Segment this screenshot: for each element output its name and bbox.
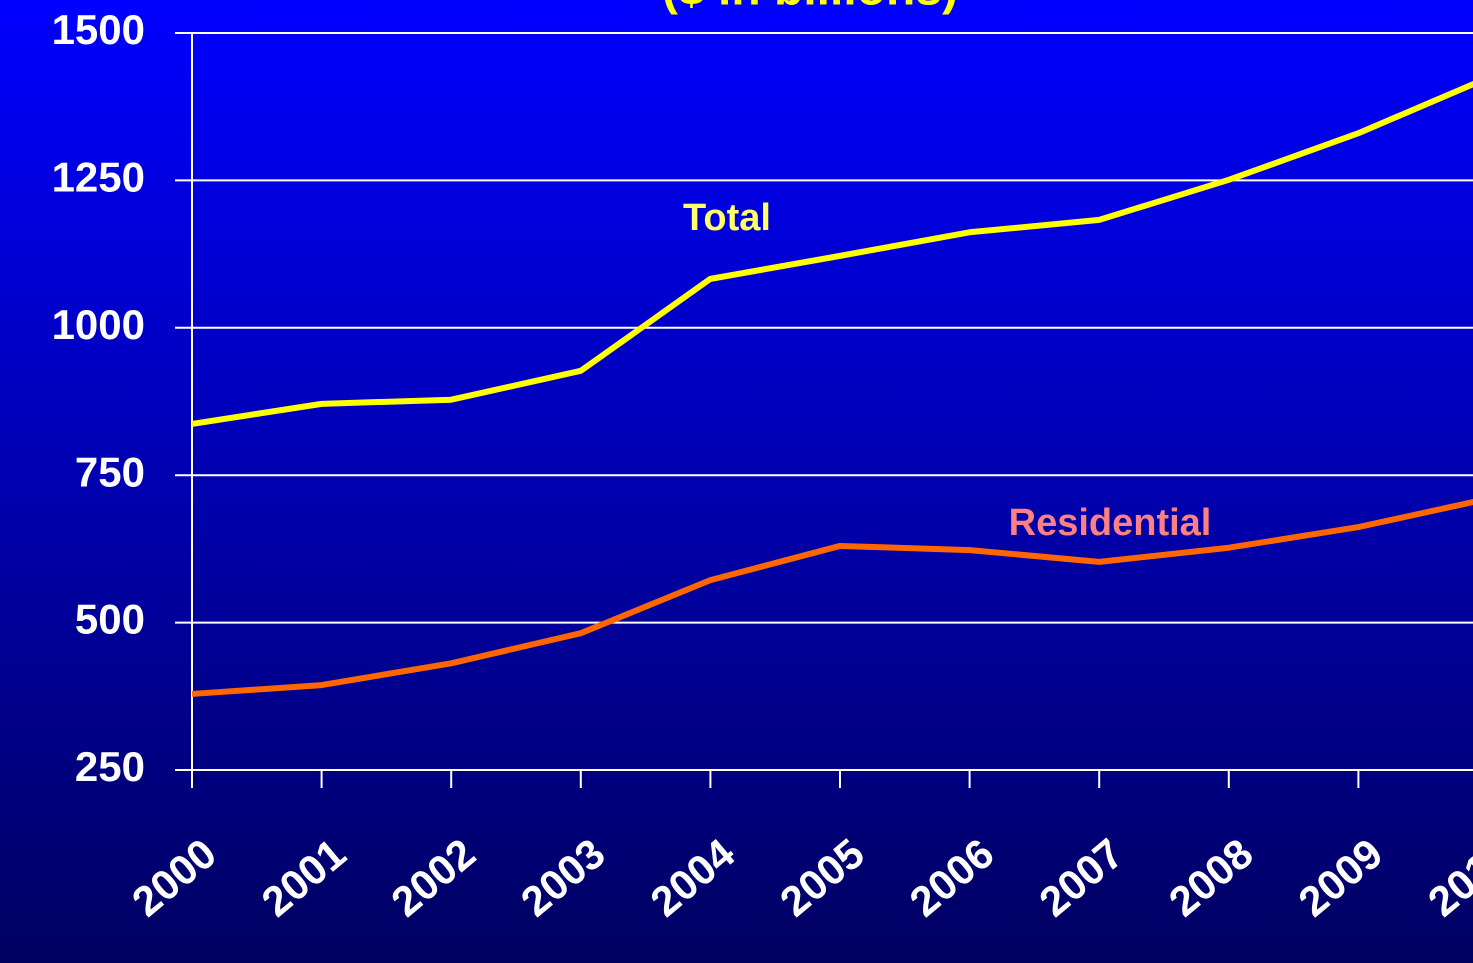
series-line — [191, 498, 1473, 697]
y-tick-label: 750 — [75, 448, 145, 495]
chart-subtitle: ($ in billions) — [662, 0, 958, 16]
y-tick-label: 250 — [75, 743, 145, 790]
y-tick-label: 500 — [75, 596, 145, 643]
y-tick-label: 1500 — [52, 6, 145, 53]
y-tick-label: 1250 — [52, 153, 145, 200]
series-label: Total — [683, 197, 771, 239]
series-label: Residential — [1009, 502, 1212, 544]
series-line — [191, 80, 1473, 427]
y-tick-label: 1000 — [52, 301, 145, 348]
